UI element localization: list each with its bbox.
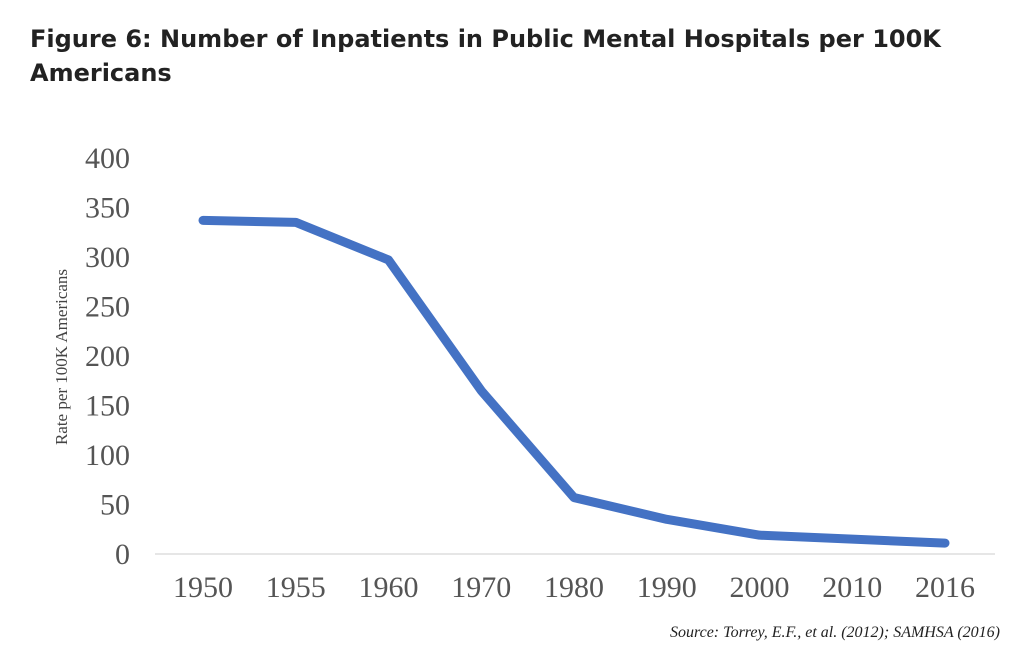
y-tick-label: 250 — [85, 291, 130, 324]
chart-title: Figure 6: Number of Inpatients in Public… — [30, 25, 941, 87]
y-tick-label: 200 — [85, 340, 130, 373]
y-tick-label: 0 — [115, 538, 130, 571]
x-tick-label: 1960 — [359, 571, 419, 604]
x-tick-label: 1970 — [451, 571, 511, 604]
y-axis-label: Rate per 100K Americans — [52, 269, 71, 445]
x-tick-label: 1950 — [173, 571, 233, 604]
x-tick-label: 2016 — [915, 571, 975, 604]
x-tick-label: 1980 — [544, 571, 604, 604]
y-tick-label: 400 — [85, 142, 130, 175]
y-tick-label: 100 — [85, 439, 130, 472]
x-tick-label: 2010 — [822, 571, 882, 604]
x-tick-label: 1990 — [637, 571, 697, 604]
x-tick-label: 1955 — [266, 571, 326, 604]
x-tick-label: 2000 — [730, 571, 790, 604]
series-line — [198, 215, 950, 548]
y-tick-label: 150 — [85, 390, 130, 423]
y-tick-label: 50 — [100, 489, 130, 522]
y-tick-label: 350 — [85, 192, 130, 225]
source-note: Source: Torrey, E.F., et al. (2012); SAM… — [669, 624, 1000, 641]
y-tick-label: 300 — [85, 241, 130, 274]
